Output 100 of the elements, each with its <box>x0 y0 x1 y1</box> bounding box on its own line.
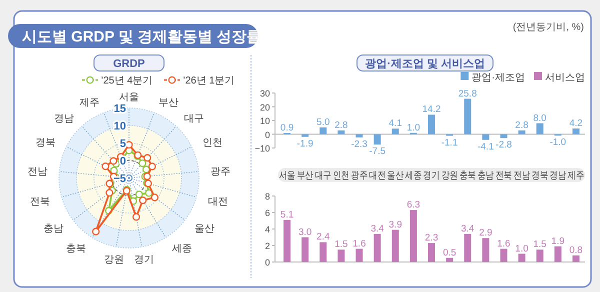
data-label: 8.0 <box>533 112 546 124</box>
y-tick-label: 2 <box>264 241 270 251</box>
y-tick-label: 20 <box>260 102 270 112</box>
y-tick-label: 5 <box>120 138 126 150</box>
data-label: 6.3 <box>406 200 420 211</box>
data-label: 2.8 <box>515 120 528 131</box>
text: (전년동기비, %) <box>512 22 584 33</box>
bar <box>338 130 345 134</box>
bar <box>428 114 435 134</box>
data-label: 1.5 <box>533 239 546 250</box>
bar <box>518 130 526 134</box>
bar <box>374 134 381 145</box>
data-label: -7.5 <box>369 146 386 158</box>
data-label: 14.2 <box>422 104 441 116</box>
y-tick-label: −10 <box>254 144 270 154</box>
spoke-label: 경북 <box>36 137 56 148</box>
y-tick-label: 0 <box>264 258 270 268</box>
data-label: -1.9 <box>296 138 314 150</box>
bar <box>356 248 363 262</box>
data-label: 3.4 <box>461 223 474 234</box>
spoke-label: 서울 <box>119 92 139 103</box>
data-label: 2.4 <box>316 232 330 243</box>
bar <box>320 242 327 262</box>
spoke-label: 충남 <box>44 223 64 234</box>
spoke-label: 강원 <box>104 254 124 266</box>
x-tick-label: 서울 <box>278 170 299 182</box>
bar <box>392 128 399 134</box>
bar <box>410 210 417 262</box>
y-tick-label: 15 <box>114 103 126 115</box>
data-label: -4.1 <box>477 141 494 152</box>
chart-title: GRDP <box>113 58 145 70</box>
bar <box>464 98 472 134</box>
bar <box>302 134 309 137</box>
data-label: -2.3 <box>351 138 368 150</box>
bar <box>536 250 544 262</box>
y-tick-label: 4 <box>264 224 270 234</box>
x-tick-label: 부산 <box>296 170 317 182</box>
x-tick-label: 제주 <box>568 170 588 182</box>
spoke-label: 대구 <box>184 113 204 124</box>
bar <box>518 254 526 262</box>
spoke-label: 울산 <box>194 223 214 234</box>
legend-label: ’26년 1분기 <box>183 76 235 86</box>
bar <box>356 134 363 138</box>
spoke-label: 부산 <box>158 98 179 109</box>
data-label: 3.9 <box>388 219 402 230</box>
bar <box>284 220 291 262</box>
bar <box>500 248 508 262</box>
bar <box>374 234 381 262</box>
spoke-label: 제주 <box>79 98 100 109</box>
data-label: 4.1 <box>388 118 402 130</box>
x-tick-label: 대구 <box>314 170 335 182</box>
spoke-label: 전북 <box>30 196 50 208</box>
y-tick-label: 30 <box>260 88 270 98</box>
data-label: -1.0 <box>550 137 566 148</box>
x-tick-label: 충남 <box>477 170 498 182</box>
bar <box>320 127 327 134</box>
y-tick-label: 0 <box>264 130 270 140</box>
bar <box>572 255 580 262</box>
y-tick-label: 8 <box>264 192 270 202</box>
x-tick-label: 경기 <box>423 170 444 182</box>
y-tick-label: 6 <box>264 208 270 218</box>
data-label: 5.0 <box>316 116 330 128</box>
x-tick-label: 강원 <box>441 170 462 182</box>
bar <box>302 237 309 262</box>
data-label: 2.9 <box>479 228 492 239</box>
x-tick-label: 전북 <box>495 170 516 182</box>
y-tick-label: 10 <box>114 120 126 132</box>
data-label: 1.6 <box>497 238 510 250</box>
bar <box>464 234 472 262</box>
data-label: -1.1 <box>441 137 458 148</box>
data-label: 1.5 <box>334 239 348 250</box>
bar <box>428 243 435 262</box>
bar <box>482 134 490 140</box>
bar <box>446 258 454 262</box>
data-label: 2.3 <box>424 232 438 244</box>
bar <box>392 230 399 262</box>
data-label: 25.8 <box>458 88 477 100</box>
x-tick-label: 충북 <box>459 170 480 182</box>
data-label: 1.0 <box>515 243 528 254</box>
bar <box>338 250 345 262</box>
x-tick-label: 인천 <box>332 170 353 182</box>
spoke-label: 충북 <box>66 244 86 255</box>
spoke-label: 인천 <box>202 137 222 148</box>
bar <box>536 123 544 134</box>
spoke-label: 경남 <box>54 113 74 124</box>
data-label: 5.1 <box>280 209 294 220</box>
data-label: 1.0 <box>406 122 420 134</box>
legend-label: 광업·제조업 <box>472 72 525 84</box>
data-label: 1.9 <box>551 236 565 247</box>
data-label: 1.6 <box>352 238 366 250</box>
data-label: 0.5 <box>442 247 456 258</box>
y-tick-label: 10 <box>260 116 270 126</box>
data-label: 3.0 <box>298 226 312 238</box>
data-label: 3.4 <box>370 223 384 234</box>
bar <box>554 246 562 262</box>
x-tick-label: 광주 <box>350 170 371 182</box>
data-label: -2.8 <box>496 140 512 151</box>
spoke-label: 경기 <box>134 254 154 266</box>
legend-label: ’25년 4분기 <box>101 76 153 86</box>
data-label: 0.8 <box>569 244 583 256</box>
